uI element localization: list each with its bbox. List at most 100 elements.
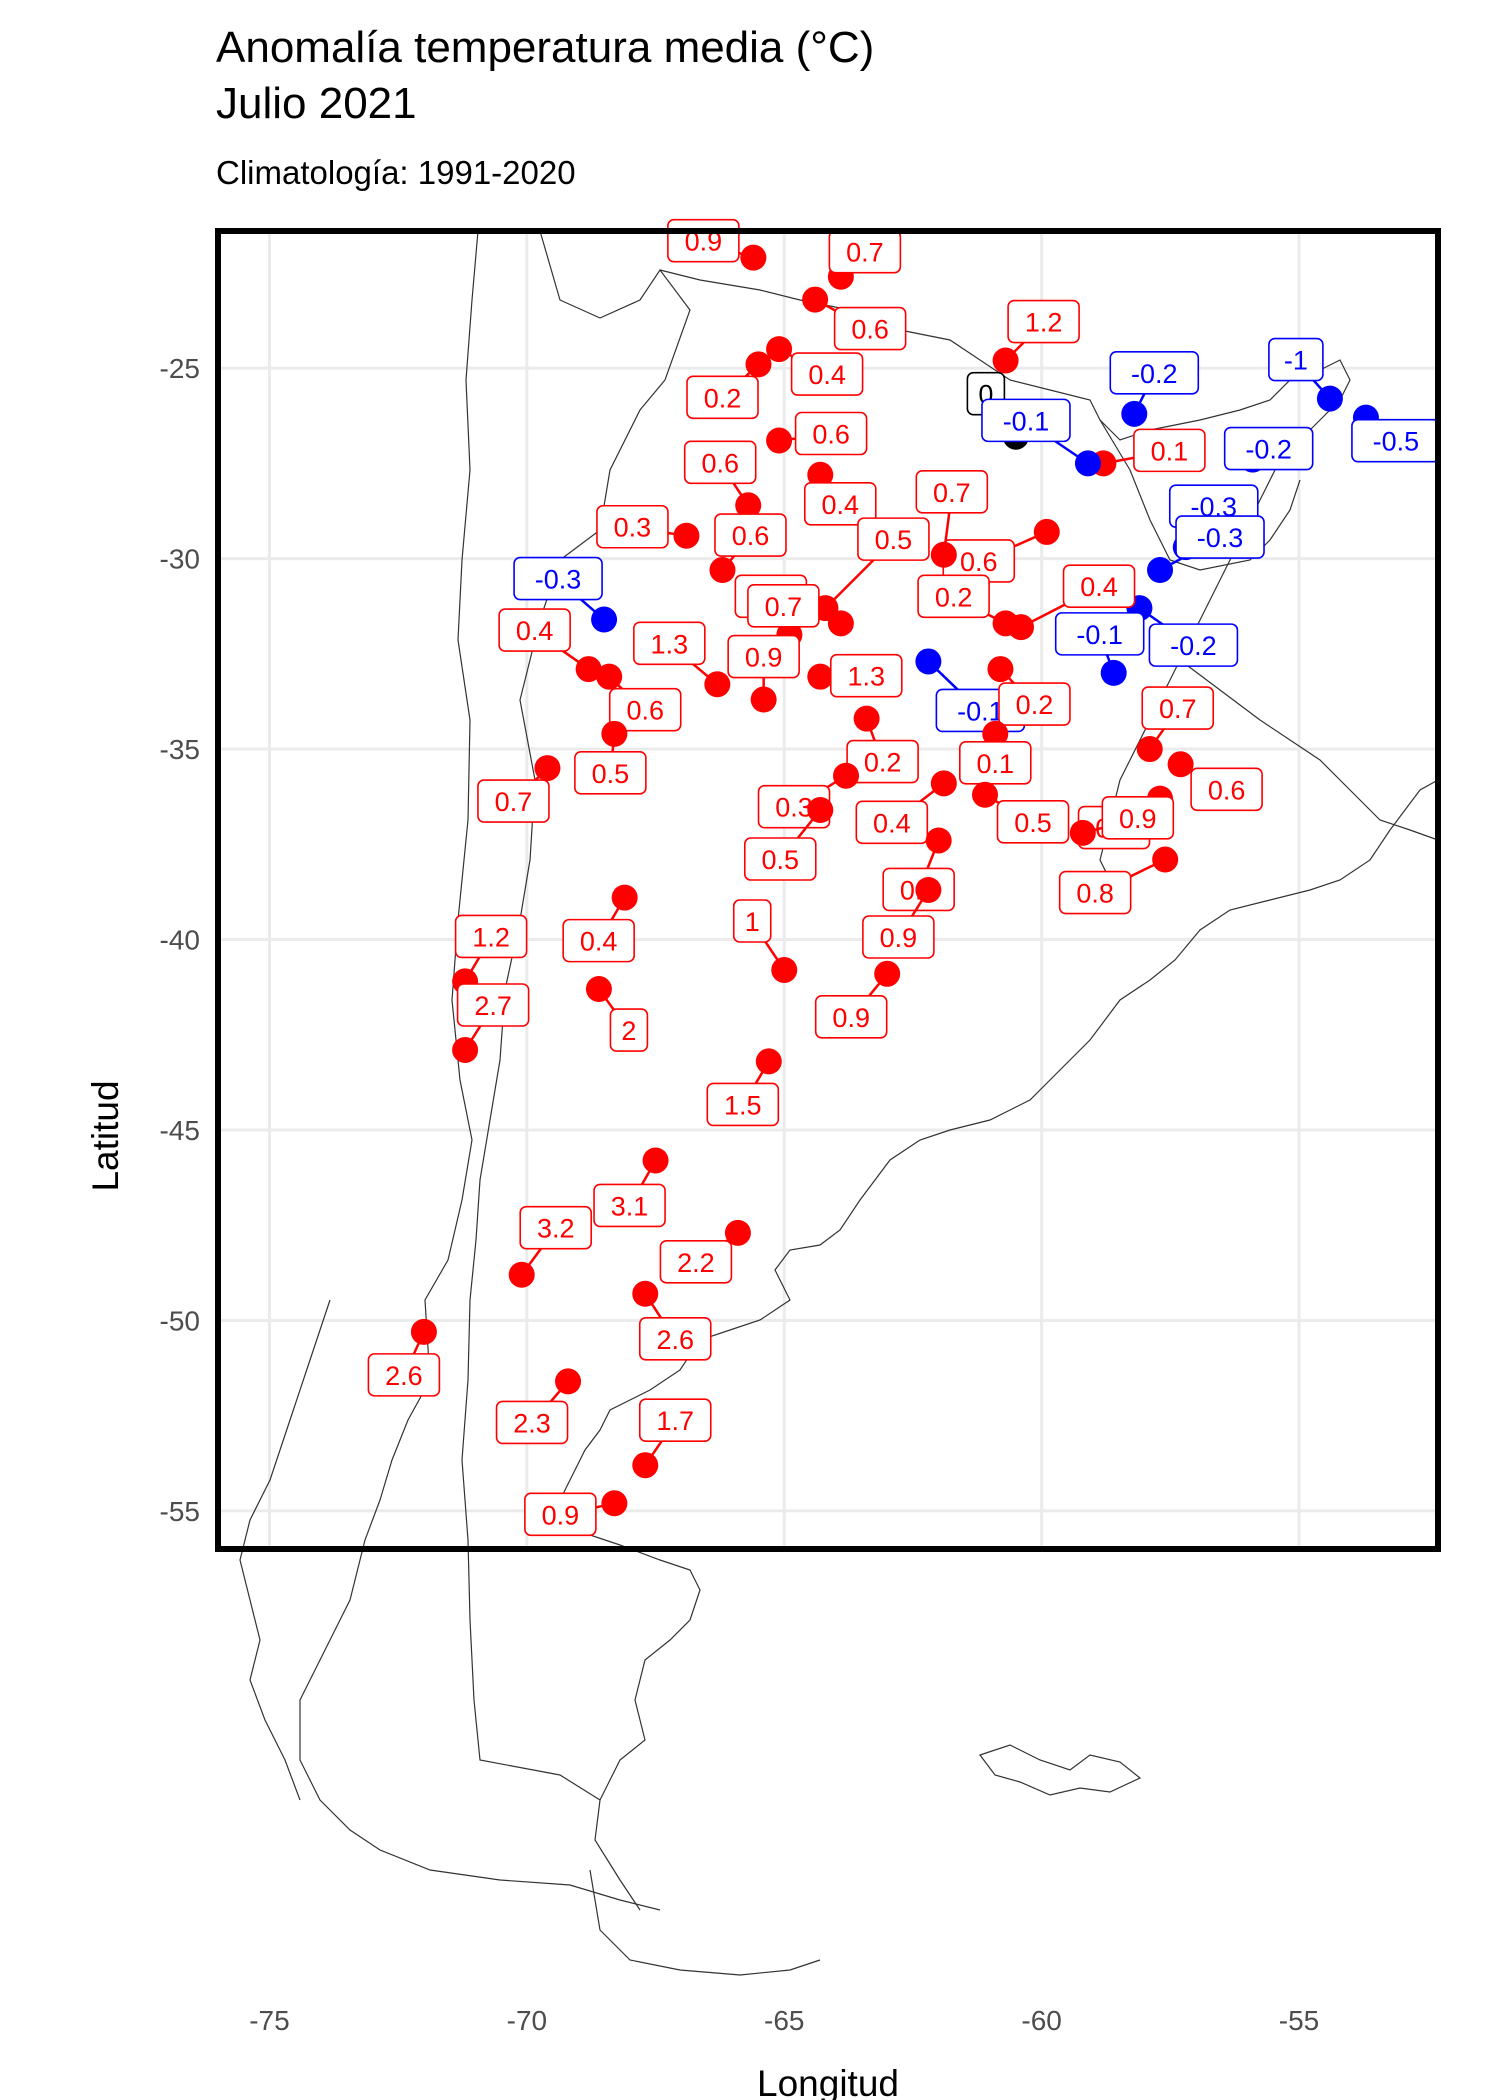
point-label-box	[1148, 623, 1239, 667]
point-value-label: 0.5	[762, 845, 800, 875]
point-value-label: 2.7	[474, 991, 512, 1021]
point-value-label: -0.1	[1076, 620, 1123, 650]
point-label-box	[794, 411, 868, 456]
atlantic-coastline	[559, 779, 1439, 1911]
falkland-islands	[979, 1744, 1142, 1796]
data-point: 0.5	[972, 781, 1070, 844]
point-marker	[601, 720, 628, 747]
data-point: 0.9	[814, 960, 901, 1039]
point-marker	[508, 1261, 535, 1288]
point-label-box	[454, 914, 528, 959]
point-value-label: 0.6	[851, 315, 889, 345]
plot-border	[215, 228, 1441, 1552]
point-label-box	[814, 995, 888, 1039]
x-tick-label: -60	[1021, 2005, 1061, 2036]
point-label-box	[367, 1353, 441, 1397]
data-point: 0.9	[524, 1490, 628, 1537]
point-value-label: 0.7	[765, 592, 803, 622]
point-label-box	[633, 621, 706, 666]
point-marker	[771, 956, 798, 983]
point-label-box	[562, 918, 635, 963]
y-tick-label: -45	[160, 1115, 200, 1146]
chart-title-line2: Julio 2021	[216, 79, 417, 128]
point-label-box	[1062, 564, 1136, 608]
point-value-label: -0.1	[1003, 406, 1050, 436]
point-value-label: -0.5	[1373, 427, 1420, 457]
tierra-del-fuego	[589, 1869, 821, 1976]
point-label-box	[855, 800, 929, 845]
point-label-box	[498, 608, 571, 652]
point-label-box	[524, 1492, 597, 1537]
point-value-label: 2.6	[656, 1325, 694, 1355]
data-point: 0.6	[596, 663, 682, 732]
point-marker	[601, 1490, 628, 1517]
y-axis-title: Latitud	[85, 1080, 126, 1191]
chart-subtitle: Climatología: 1991-2020	[216, 154, 576, 191]
data-point: 0.6	[1167, 751, 1263, 812]
point-label-box	[862, 915, 935, 959]
point-value-label: 0.2	[864, 748, 902, 778]
point-marker	[642, 1147, 669, 1174]
point-marker	[766, 427, 793, 454]
chart-title: Anomalía temperatura media (°C)	[216, 23, 874, 72]
data-point: 0.4	[803, 461, 877, 526]
point-value-label: 0.9	[880, 923, 918, 953]
data-point: 0.4	[766, 336, 864, 396]
point-marker	[709, 557, 736, 584]
point-marker	[555, 1368, 582, 1395]
x-tick-label: -65	[764, 2005, 804, 2036]
point-value-label: 1.2	[1025, 308, 1063, 338]
point-value-label: -0.2	[1131, 359, 1178, 389]
point-value-label: 0.6	[701, 448, 739, 478]
point-label-box	[683, 440, 757, 485]
point-value-label: 1.7	[656, 1406, 694, 1436]
chile-fjords	[239, 1299, 331, 1801]
point-marker	[575, 656, 602, 683]
point-marker	[410, 1318, 437, 1345]
point-marker	[632, 1280, 659, 1307]
point-value-label: -0.3	[1197, 523, 1244, 553]
data-point: 0.3	[596, 504, 700, 549]
point-marker	[915, 648, 942, 675]
point-label-box	[1223, 426, 1314, 471]
y-tick-label: -25	[160, 353, 200, 384]
data-point: 0.4	[855, 770, 957, 845]
point-label-box	[829, 653, 903, 698]
point-label-box	[638, 1316, 712, 1361]
point-value-label: 0.8	[1076, 879, 1114, 909]
point-marker	[1136, 736, 1163, 763]
point-label-box	[706, 1082, 780, 1127]
point-value-label: 0.3	[775, 793, 813, 823]
paraguay-border	[1099, 419, 1301, 571]
point-label-box	[732, 899, 772, 943]
y-tick-label: -35	[160, 734, 200, 765]
point-label-box	[747, 583, 820, 628]
point-marker	[740, 244, 767, 271]
data-point: 0.6	[683, 440, 762, 519]
point-value-label: 0.4	[516, 616, 554, 646]
data-point: 0.6	[709, 513, 787, 584]
data-point: 0.7	[747, 583, 820, 648]
point-value-label: 0.2	[935, 582, 973, 612]
point-value-label: 2.3	[513, 1408, 551, 1438]
point-label-box	[803, 481, 877, 526]
point-label-box	[998, 682, 1071, 726]
point-label-box	[833, 306, 907, 351]
point-marker	[827, 610, 854, 637]
data-point: 0.9	[1069, 796, 1175, 846]
point-label-box	[743, 837, 817, 881]
data-point: 1.3	[633, 621, 731, 698]
x-axis-title: Longitud	[757, 2063, 899, 2100]
point-value-label: 0.7	[495, 787, 533, 817]
point-marker	[755, 1048, 782, 1075]
point-value-label: 1.2	[472, 922, 510, 952]
point-value-label: 0.5	[875, 525, 913, 555]
point-marker	[704, 671, 731, 698]
point-marker	[1033, 518, 1060, 545]
data-point: 3.1	[593, 1147, 669, 1228]
point-value-label: 3.2	[537, 1214, 575, 1244]
data-point: 0.7	[477, 755, 561, 823]
x-tick-label: -75	[249, 2005, 289, 2036]
point-marker	[673, 522, 700, 549]
point-label-box	[958, 741, 1032, 785]
